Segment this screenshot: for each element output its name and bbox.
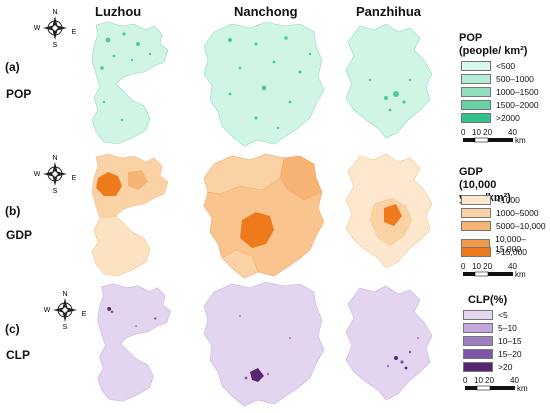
scale-b-t2: 40 bbox=[508, 262, 517, 271]
scale-a-t2: 40 bbox=[508, 128, 517, 137]
legend-a-item: 500–1000 bbox=[461, 74, 534, 84]
map-panzhihua-clp bbox=[345, 285, 433, 401]
region-outline bbox=[203, 21, 325, 147]
city-title-luzhou: Luzhou bbox=[95, 4, 142, 19]
scale-b-unit: km bbox=[515, 270, 526, 279]
legend-c-item: <5 bbox=[463, 310, 508, 320]
compass-icon: N W E S bbox=[34, 9, 77, 49]
legend-b-item: 1000–5000 bbox=[461, 208, 539, 218]
compass-s-label: S bbox=[53, 42, 58, 49]
map-panzhihua-pop bbox=[345, 23, 433, 139]
legend-c-item: 5–10 bbox=[463, 323, 517, 333]
map-nanchong-gdp bbox=[203, 153, 325, 279]
map-nanchong-clp bbox=[203, 281, 325, 407]
legend-b-item: >15,000 bbox=[461, 247, 527, 257]
svg-text:E: E bbox=[72, 175, 77, 182]
region-outline bbox=[345, 23, 433, 139]
svg-text:E: E bbox=[82, 311, 87, 318]
legend-b-item: 5000–10,000 bbox=[461, 221, 546, 231]
svg-text:S: S bbox=[63, 324, 68, 331]
legend-a-title: POP (people/ km²) bbox=[459, 32, 527, 58]
scale-c-t0: 0 bbox=[463, 376, 468, 385]
scale-c-t1: 10 20 bbox=[474, 376, 495, 385]
compass-e-label: E bbox=[72, 29, 77, 36]
legend-b-item: <1000 bbox=[461, 195, 520, 205]
svg-text:W: W bbox=[44, 307, 51, 314]
row-a-label: POP bbox=[6, 87, 32, 101]
scale-c-unit: km bbox=[517, 384, 528, 393]
legend-c-item: 10–15 bbox=[463, 336, 522, 346]
map-panzhihua-gdp bbox=[345, 153, 433, 269]
legend-b-title-line1: GDP bbox=[459, 166, 483, 178]
svg-text:N: N bbox=[52, 155, 57, 162]
map-luzhou-gdp bbox=[91, 153, 169, 277]
scale-b-t0: 0 bbox=[461, 262, 466, 271]
region-outline bbox=[91, 21, 169, 145]
legend-c-item: >20 bbox=[463, 362, 512, 372]
legend-a-title-line2: (people/ km²) bbox=[459, 45, 528, 57]
scale-a-unit: km bbox=[515, 136, 526, 145]
legend-a-item: <500 bbox=[461, 61, 515, 71]
legend-c-title-line1: CLP(%) bbox=[468, 294, 508, 306]
svg-text:N: N bbox=[62, 291, 67, 298]
city-title-nanchong: Nanchong bbox=[234, 4, 298, 19]
legend-a-item: 1000–1500 bbox=[461, 87, 539, 97]
scale-c-t2: 40 bbox=[510, 376, 519, 385]
svg-text:S: S bbox=[53, 188, 58, 195]
compass-n-label: N bbox=[52, 9, 57, 16]
svg-text:W: W bbox=[34, 171, 41, 178]
row-c-label: CLP bbox=[6, 348, 30, 362]
compass-icon: N W E S bbox=[34, 155, 77, 195]
compass-icon: N W E S bbox=[44, 291, 87, 331]
legend-c-title: CLP(%) bbox=[468, 294, 507, 307]
legend-a-item: 1500–2000 bbox=[461, 100, 539, 110]
map-nanchong-pop bbox=[203, 21, 325, 147]
map-luzhou-pop bbox=[91, 21, 169, 145]
legend-c-item: 15–20 bbox=[463, 349, 522, 359]
legend-a-title-line1: POP bbox=[459, 32, 483, 44]
city-title-panzhihua: Panzhihua bbox=[356, 4, 422, 19]
row-b-letter: (b) bbox=[5, 204, 21, 218]
scale-a-t0: 0 bbox=[461, 128, 466, 137]
map-luzhou-clp bbox=[97, 283, 172, 402]
compass-w-label: W bbox=[34, 25, 41, 32]
scale-b-t1: 10 20 bbox=[472, 262, 493, 271]
scale-a-t1: 10 20 bbox=[472, 128, 493, 137]
legend-a-item: >2000 bbox=[461, 113, 520, 123]
row-c-letter: (c) bbox=[5, 322, 20, 336]
row-a-letter: (a) bbox=[5, 60, 20, 74]
row-b-label: GDP bbox=[6, 228, 33, 242]
